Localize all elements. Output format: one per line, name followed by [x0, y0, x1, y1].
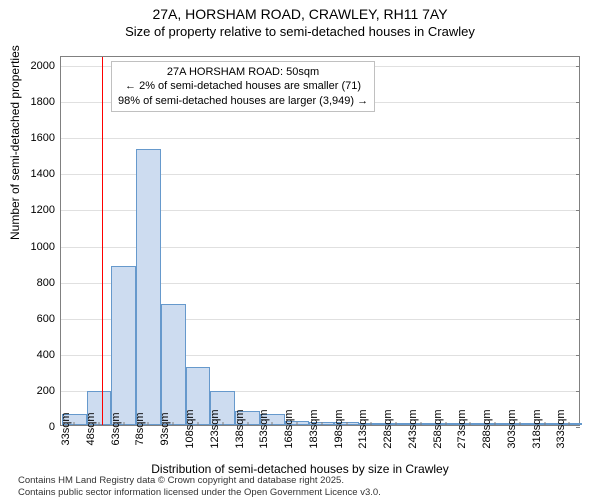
xtick-mark [222, 422, 223, 426]
chart-title-line2: Size of property relative to semi-detach… [0, 24, 600, 39]
ytick-label: 800 [37, 277, 55, 289]
ytick-label: 1200 [31, 204, 55, 216]
title-block: 27A, HORSHAM ROAD, CRAWLEY, RH11 7AY Siz… [0, 0, 600, 39]
xtick-mark [445, 422, 446, 426]
annotation-line3: 98% of semi-detached houses are larger (… [118, 94, 368, 108]
xtick-label: 228sqm [382, 409, 394, 448]
xtick-mark [420, 422, 421, 426]
xtick-label: 33sqm [60, 412, 72, 445]
ytick-mark [576, 102, 580, 103]
y-axis-label: Number of semi-detached properties [8, 45, 22, 240]
footer-attribution: Contains HM Land Registry data © Crown c… [18, 475, 381, 498]
xtick-label: 303sqm [506, 409, 518, 448]
xtick-mark [272, 422, 273, 426]
xtick-mark [173, 422, 174, 426]
ytick-mark [576, 355, 580, 356]
xtick-mark [396, 422, 397, 426]
histogram-bar [136, 149, 161, 425]
ytick-mark [576, 427, 580, 428]
xtick-label: 48sqm [85, 412, 97, 445]
xtick-mark [198, 422, 199, 426]
footer-line1: Contains HM Land Registry data © Crown c… [18, 475, 381, 486]
ytick-mark [576, 66, 580, 67]
ytick-mark [576, 283, 580, 284]
histogram-bar [111, 266, 136, 425]
xtick-label: 288sqm [481, 409, 493, 448]
xtick-mark [74, 422, 75, 426]
marker-line [102, 57, 103, 425]
ytick-mark [576, 391, 580, 392]
histogram-bar [161, 304, 186, 425]
xtick-mark [495, 422, 496, 426]
chart-container: 27A, HORSHAM ROAD, CRAWLEY, RH11 7AY Siz… [0, 0, 600, 500]
ytick-label: 200 [37, 385, 55, 397]
xtick-mark [98, 422, 99, 426]
ytick-mark [576, 247, 580, 248]
xtick-label: 213sqm [357, 409, 369, 448]
ytick-label: 1000 [31, 241, 55, 253]
xtick-label: 273sqm [456, 409, 468, 448]
ytick-label: 1600 [31, 132, 55, 144]
xtick-mark [247, 422, 248, 426]
ytick-mark [576, 174, 580, 175]
xtick-mark [148, 422, 149, 426]
ytick-mark [576, 210, 580, 211]
xtick-label: 183sqm [308, 409, 320, 448]
xtick-label: 333sqm [555, 409, 567, 448]
annotation-line2: ← 2% of semi-detached houses are smaller… [118, 79, 368, 93]
xtick-mark [519, 422, 520, 426]
xtick-label: 153sqm [258, 409, 270, 448]
annotation-line1: 27A HORSHAM ROAD: 50sqm [118, 65, 368, 79]
xtick-label: 318sqm [531, 409, 543, 448]
chart-title-line1: 27A, HORSHAM ROAD, CRAWLEY, RH11 7AY [0, 6, 600, 22]
ytick-label: 600 [37, 313, 55, 325]
ytick-label: 2000 [31, 60, 55, 72]
xtick-label: 198sqm [333, 409, 345, 448]
xtick-label: 108sqm [184, 409, 196, 448]
xtick-label: 258sqm [432, 409, 444, 448]
xtick-label: 168sqm [283, 409, 295, 448]
annotation-box: 27A HORSHAM ROAD: 50sqm ← 2% of semi-det… [111, 61, 375, 112]
xtick-mark [321, 422, 322, 426]
xtick-mark [544, 422, 545, 426]
plot-area: 020040060080010001200140016001800200033s… [60, 56, 580, 426]
xtick-mark [123, 422, 124, 426]
xtick-label: 93sqm [159, 412, 171, 445]
xtick-label: 63sqm [110, 412, 122, 445]
x-axis-label: Distribution of semi-detached houses by … [0, 462, 600, 476]
ytick-label: 400 [37, 349, 55, 361]
gridline [61, 138, 579, 139]
xtick-label: 243sqm [407, 409, 419, 448]
xtick-mark [297, 422, 298, 426]
ytick-label: 1800 [31, 96, 55, 108]
xtick-mark [470, 422, 471, 426]
footer-line2: Contains public sector information licen… [18, 487, 381, 498]
xtick-label: 123sqm [209, 409, 221, 448]
ytick-mark [576, 138, 580, 139]
ytick-mark [576, 319, 580, 320]
ytick-label: 1400 [31, 168, 55, 180]
xtick-mark [569, 422, 570, 426]
xtick-mark [346, 422, 347, 426]
ytick-label: 0 [49, 421, 55, 433]
xtick-mark [371, 422, 372, 426]
xtick-label: 138sqm [234, 409, 246, 448]
xtick-label: 78sqm [134, 412, 146, 445]
